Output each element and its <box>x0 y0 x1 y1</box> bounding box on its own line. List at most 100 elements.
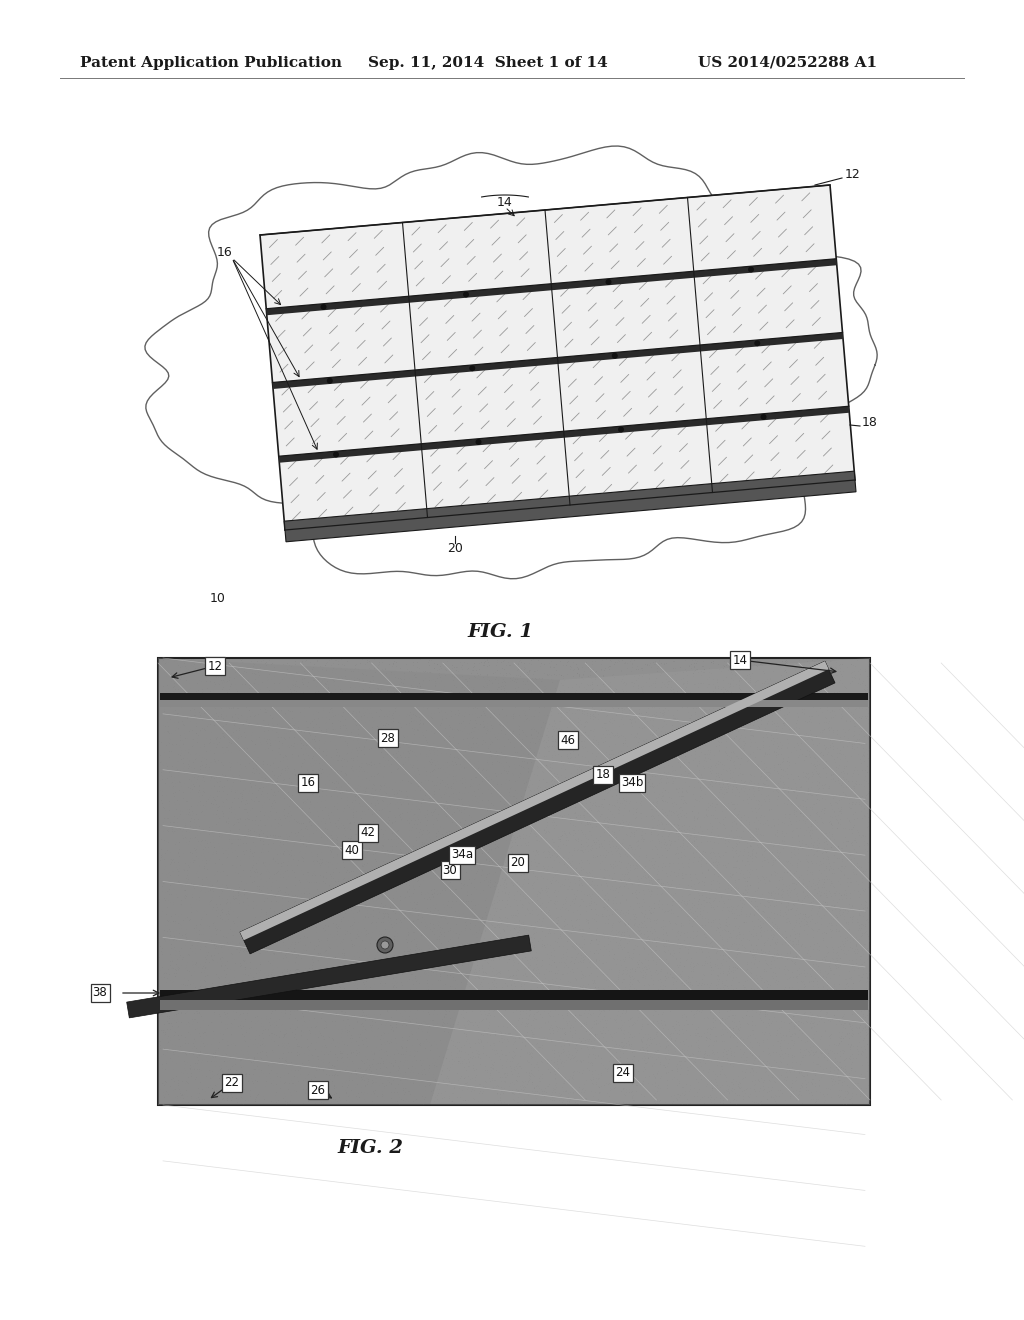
Point <box>642 742 658 763</box>
Point <box>225 966 242 987</box>
Point <box>598 719 614 741</box>
Point <box>788 787 805 808</box>
Point <box>685 842 701 863</box>
Point <box>315 1028 332 1049</box>
Point <box>312 969 329 990</box>
Point <box>239 692 255 713</box>
Point <box>171 958 187 979</box>
Point <box>770 883 786 904</box>
Point <box>522 983 539 1005</box>
Point <box>211 1068 227 1089</box>
Point <box>246 770 262 791</box>
Point <box>158 863 174 884</box>
Point <box>218 1090 234 1111</box>
Point <box>218 719 234 741</box>
Point <box>589 1024 605 1045</box>
Point <box>402 708 419 729</box>
Point <box>210 929 226 950</box>
Point <box>453 756 469 777</box>
Point <box>617 855 634 876</box>
Point <box>561 841 578 862</box>
Point <box>629 836 645 857</box>
Point <box>327 1089 343 1110</box>
Point <box>366 693 382 714</box>
Point <box>456 767 472 788</box>
Point <box>415 946 431 968</box>
Point <box>362 1074 379 1096</box>
Point <box>759 685 775 706</box>
Point <box>300 1061 316 1082</box>
Point <box>498 873 514 894</box>
Point <box>651 1035 668 1056</box>
Point <box>328 913 344 935</box>
Point <box>378 920 394 941</box>
Point <box>580 1031 596 1052</box>
Point <box>743 1090 760 1111</box>
Point <box>401 836 418 857</box>
Point <box>387 920 403 941</box>
Point <box>333 1018 349 1039</box>
Point <box>171 942 187 964</box>
Point <box>269 742 286 763</box>
Point <box>217 1044 233 1065</box>
Point <box>736 1049 753 1071</box>
Point <box>636 784 652 805</box>
Point <box>219 734 236 755</box>
Point <box>295 891 311 912</box>
Point <box>422 693 438 714</box>
Point <box>401 772 418 793</box>
Point <box>842 797 858 818</box>
Point <box>665 1023 681 1044</box>
Point <box>247 1026 263 1047</box>
Point <box>557 869 573 890</box>
Point <box>462 726 478 747</box>
Point <box>567 702 584 723</box>
Point <box>234 969 251 990</box>
Point <box>319 851 336 873</box>
Point <box>181 805 198 826</box>
Point <box>155 812 171 833</box>
Point <box>809 932 825 953</box>
Point <box>497 1063 513 1084</box>
Point <box>854 878 870 899</box>
Point <box>705 669 721 690</box>
Point <box>193 702 209 723</box>
Point <box>775 660 792 681</box>
Point <box>746 846 763 867</box>
Point <box>449 764 465 785</box>
Point <box>422 735 438 756</box>
Point <box>492 826 508 847</box>
Point <box>656 701 673 722</box>
Point <box>781 936 798 957</box>
Point <box>588 987 604 1008</box>
Point <box>341 1092 357 1113</box>
Point <box>316 817 333 838</box>
Point <box>327 1082 343 1104</box>
Point <box>465 1045 481 1067</box>
Point <box>848 784 864 805</box>
Point <box>591 1082 607 1104</box>
Point <box>270 702 287 723</box>
Point <box>600 1057 616 1078</box>
Point <box>541 919 557 940</box>
Point <box>345 718 361 739</box>
Point <box>767 825 783 846</box>
Point <box>766 937 782 958</box>
Point <box>474 954 490 975</box>
Point <box>723 961 739 982</box>
Point <box>581 874 597 895</box>
Point <box>214 801 230 822</box>
Point <box>464 677 480 698</box>
Point <box>615 1078 632 1100</box>
Point <box>170 958 186 979</box>
Point <box>397 990 414 1011</box>
Point <box>406 840 422 861</box>
Point <box>526 1085 543 1106</box>
Point <box>572 840 589 861</box>
Point <box>193 962 209 983</box>
Point <box>579 781 595 803</box>
Point <box>159 767 175 788</box>
Point <box>528 719 545 741</box>
Point <box>616 1002 633 1023</box>
Point <box>214 673 230 694</box>
